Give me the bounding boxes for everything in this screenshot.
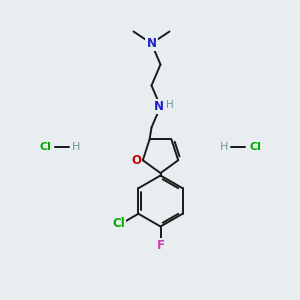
- Text: O: O: [131, 154, 141, 167]
- Text: F: F: [157, 239, 164, 252]
- Text: H: H: [71, 142, 80, 152]
- Text: Cl: Cl: [112, 217, 125, 230]
- Text: Cl: Cl: [249, 142, 261, 152]
- Text: N: N: [154, 100, 164, 113]
- Text: N: N: [146, 37, 157, 50]
- Text: H: H: [220, 142, 229, 152]
- Text: H: H: [166, 100, 174, 110]
- Text: Cl: Cl: [39, 142, 51, 152]
